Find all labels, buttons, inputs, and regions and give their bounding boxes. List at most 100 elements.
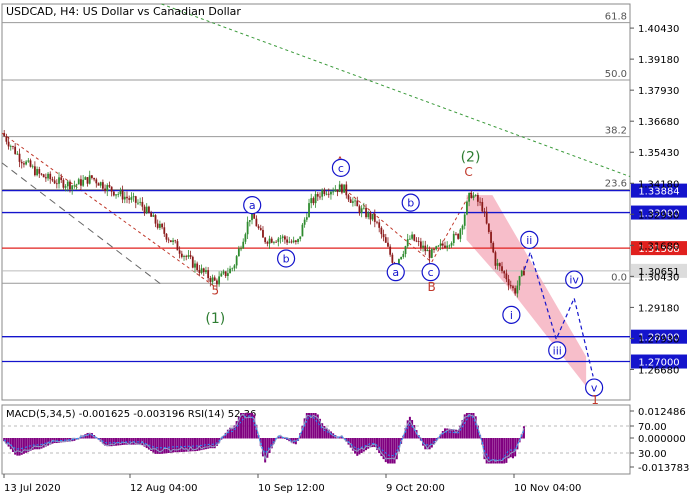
candle-body [312,198,315,204]
macd-histogram-bar [279,436,282,439]
level-price-label: 1.33000 [638,209,679,220]
candle-body [242,241,245,249]
macd-histogram-bar [174,438,177,453]
candle-body [216,280,218,285]
macd-histogram-bar [222,436,225,439]
candle-body [187,255,190,257]
candle-body [314,194,317,204]
chart-title: USDCAD, H4: US Dollar vs Canadian Dollar [6,5,241,18]
wave-label-circle [243,196,262,215]
macd-histogram-bar [338,436,341,439]
candle-body [169,240,172,242]
price-axis: 1.40430 1.39180 1.37930 1.36680 1.35430 1.341… [630,24,679,376]
candle-body [253,209,256,219]
wave-label-circle [502,305,521,324]
macd-histogram-bar [270,438,273,449]
price-tick-label: 1.27930 [638,334,679,345]
candle-body [9,146,12,147]
candle-body [25,161,28,165]
candle-body [62,180,65,188]
candle-body [518,276,521,286]
candle-body [80,179,82,186]
candle-body [507,279,510,286]
macd-histogram-bar [391,438,394,464]
macd-histogram-bar [354,438,357,454]
price-tick-label: 1.30430 [638,272,679,283]
wave-label: b [283,252,290,265]
level-price-box [631,263,687,278]
candle-body [305,217,308,220]
candle-body [398,259,400,265]
macd-histogram-bar [393,438,396,464]
indicator-tick-label: 30.00 [638,449,667,460]
macd-histogram-bar [358,438,361,455]
macd-histogram-bar [470,413,473,439]
wave-label-circle [401,193,420,212]
level-price-box [631,241,687,256]
candle-body [476,194,479,202]
candle-body [378,222,381,228]
candle-body [134,196,137,203]
candle-body [154,215,157,224]
candle-body [417,241,420,242]
macd-histogram-bar [376,438,379,451]
macd-histogram-bar [261,438,264,457]
candle-body [29,160,32,167]
candle-body [220,273,223,277]
macd-histogram-bar [123,438,126,445]
price-tick-label: 1.32930 [638,210,679,221]
candle-body [49,173,52,180]
candle-body [330,191,332,195]
macd-histogram-bar [483,438,486,460]
macd-histogram-bar [395,438,398,460]
candle-body [139,201,142,203]
candle-body [409,238,411,240]
macd-histogram-bar [90,433,93,439]
macd-histogram-bar [301,425,304,439]
macd-histogram-bar [452,429,455,439]
macd-histogram-bar [389,438,392,464]
macd-histogram-bar [255,424,258,439]
wave-label: c [338,162,344,175]
candle-body [191,256,194,268]
macd-histogram-bar [476,425,479,439]
candle-body [286,239,288,243]
candle-body [3,133,6,137]
macd-histogram-bar [481,438,484,445]
candle-body [148,206,150,213]
macd-histogram-bar [130,438,133,445]
candle-body [468,192,471,202]
candle-body [244,234,247,242]
candle-body [384,237,387,243]
candle-body [435,246,438,250]
fib-level-label: 38.2 [605,126,627,137]
macd-histogram-bar [158,438,161,454]
candle-body [512,286,514,289]
candle-body [516,285,519,294]
candle-body [498,263,501,267]
macd-histogram-bar [104,438,107,446]
candle-body [474,194,477,196]
candle-body [115,194,117,196]
candle-body [358,206,361,214]
candle-body [237,248,240,257]
macd-histogram-bar [231,427,234,439]
indicator-tick-label: 0.012486 [638,407,686,418]
candle-body [341,184,343,193]
macd-histogram-bar [209,438,212,449]
wave-label: c [428,266,434,279]
macd-histogram-bar [253,414,256,439]
macd-histogram-bar [413,425,416,439]
candle-body [180,253,183,257]
macd-histogram-bar [406,420,409,439]
macd-histogram-bar [110,438,113,447]
indicator-label: MACD(5,34,5) -0.001625 -0.003196 RSI(14)… [6,409,256,420]
macd-histogram-bar [156,438,159,454]
macd-histogram-bar [461,420,464,439]
macd-histogram-bar [468,413,471,439]
candle-body [343,184,346,193]
candle-body [367,212,370,218]
macd-histogram-bar [14,438,17,455]
macd-histogram-bar [308,413,311,439]
candle-body [373,214,376,222]
